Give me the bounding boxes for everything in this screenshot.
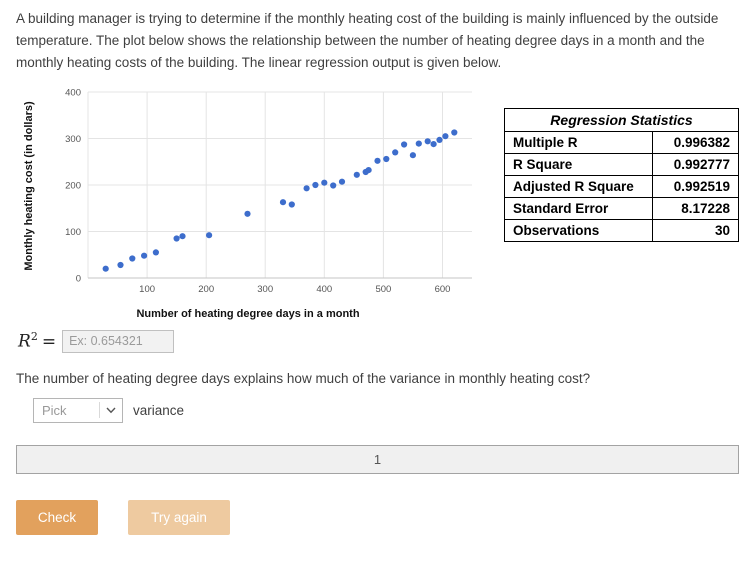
buttons-row: Check Try again	[16, 499, 739, 535]
stat-label: Adjusted R Square	[504, 174, 653, 198]
regression-statistics-table: Regression Statistics Multiple R 0.99638…	[504, 107, 740, 242]
svg-text:200: 200	[65, 180, 81, 191]
svg-text:100: 100	[139, 284, 155, 295]
stat-label: Observations	[504, 218, 653, 242]
stat-label: Standard Error	[504, 196, 653, 220]
pick-answer-row: Pick variance	[33, 397, 739, 423]
chart-column: 100 200 300 400 500 600 0 100 200 300 400 Number o…	[42, 82, 484, 320]
scatter-plot: 100 200 300 400 500 600 0 100 200 300 400	[65, 87, 472, 295]
section-number: 1	[373, 451, 382, 467]
variance-question: The number of heating degree days explai…	[16, 370, 591, 386]
activity-page: A building manager is trying to determin…	[16, 11, 740, 535]
svg-text:300: 300	[65, 134, 81, 145]
r-squared-label: R2 =	[18, 330, 62, 352]
pick-suffix-label: variance	[133, 402, 185, 418]
stat-value: 0.996382	[651, 130, 740, 154]
table-row: Adjusted R Square 0.992519	[504, 174, 740, 198]
pick-dropdown-value: Pick	[42, 402, 67, 418]
pick-dropdown[interactable]: Pick	[33, 397, 123, 423]
activity-section-bar[interactable]: 1	[16, 444, 739, 474]
table-row: Multiple R 0.996382	[504, 130, 740, 154]
y-axis-title: Monthly heating cost (in dollars)	[23, 101, 35, 271]
check-button[interactable]: Check	[16, 499, 98, 535]
r-squared-input[interactable]	[62, 329, 175, 353]
figure-row: Monthly heating cost (in dollars) 100 200…	[16, 82, 740, 320]
chevron-down-icon	[99, 402, 116, 419]
r-symbol: R	[18, 331, 31, 352]
x-axis-title: Number of heating degree days in a month	[136, 307, 360, 320]
svg-text:500: 500	[375, 284, 391, 295]
problem-statement: A building manager is trying to determin…	[16, 11, 719, 70]
stat-value: 30	[651, 218, 740, 242]
stat-value: 8.17228	[651, 196, 740, 220]
svg-text:400: 400	[316, 284, 332, 295]
equals-sign: =	[41, 331, 57, 352]
y-axis-title-wrap: Monthly heating cost (in dollars)	[16, 82, 42, 320]
exponent: 2	[30, 330, 38, 344]
svg-text:600: 600	[435, 284, 451, 295]
table-row: R Square 0.992777	[504, 152, 740, 176]
svg-text:300: 300	[257, 284, 273, 295]
scatter-chart: Monthly heating cost (in dollars) 100 200…	[16, 82, 484, 320]
table-row: Standard Error 8.17228	[504, 196, 740, 220]
stat-value: 0.992519	[651, 174, 740, 198]
svg-text:0: 0	[76, 273, 81, 284]
stat-label: R Square	[504, 152, 653, 176]
stat-value: 0.992777	[651, 152, 740, 176]
svg-text:400: 400	[65, 87, 81, 98]
stat-label: Multiple R	[504, 130, 653, 154]
regression-table-title: Regression Statistics	[504, 107, 739, 132]
svg-text:200: 200	[198, 284, 214, 295]
try-again-button[interactable]: Try again	[128, 499, 230, 535]
r-squared-answer-row: R2 =	[18, 329, 739, 353]
table-row: Observations 30	[504, 218, 740, 242]
svg-text:100: 100	[65, 227, 81, 238]
